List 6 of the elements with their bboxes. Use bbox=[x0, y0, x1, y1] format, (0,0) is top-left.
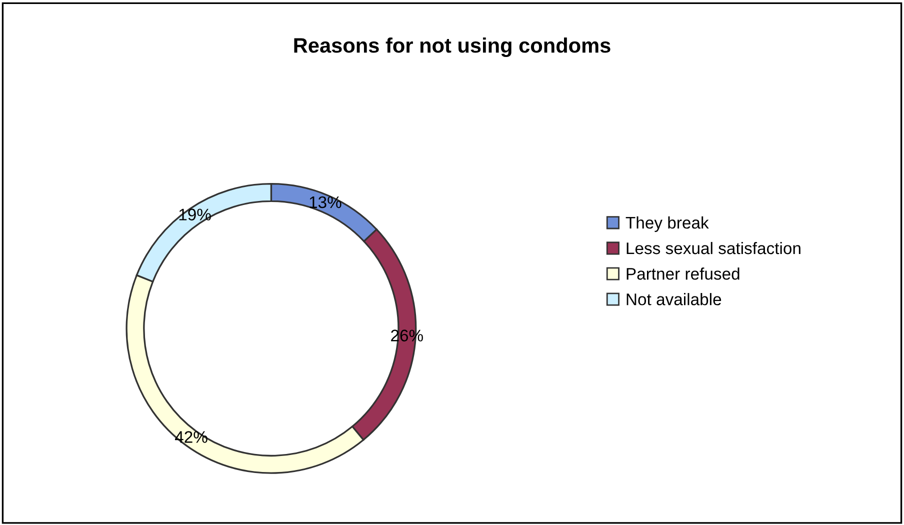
legend-label: Not available bbox=[626, 293, 722, 306]
data-label: 13% bbox=[310, 196, 342, 208]
legend-label: Partner refused bbox=[626, 268, 740, 280]
legend-label: They break bbox=[626, 216, 709, 232]
chart-title: Reasons for not using condoms bbox=[294, 37, 610, 58]
legend-label: Less sexual satisfaction bbox=[626, 242, 800, 254]
